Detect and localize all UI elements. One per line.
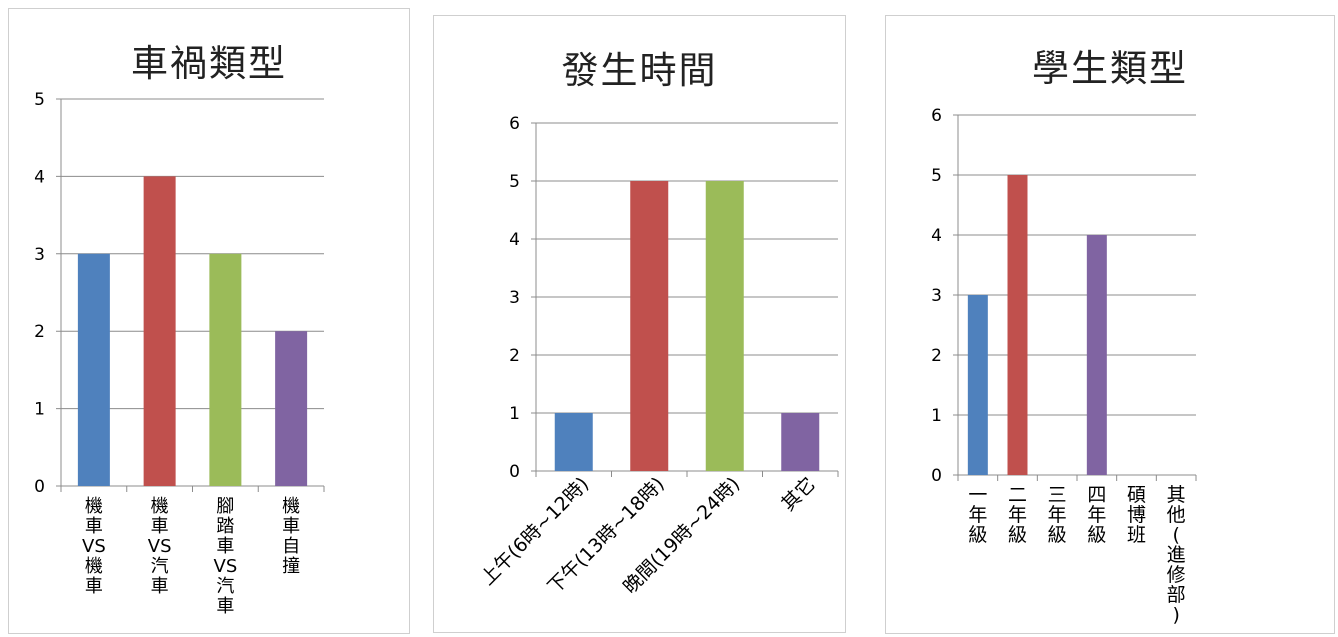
y-tick-label: 4: [34, 167, 45, 187]
y-tick-label: 0: [931, 466, 942, 486]
y-tick-label: 4: [931, 226, 942, 246]
x-tick-label: 機車 VS 汽車: [148, 496, 172, 597]
x-tick-label: 腳踏車 VS 汽車: [214, 496, 238, 617]
chart-title: 學生類型: [1032, 47, 1188, 90]
y-tick-label: 1: [34, 400, 45, 420]
x-tick-label: 其他(進修部): [1167, 484, 1186, 626]
chart-svg: 0 1 2 3 4 5 6 一年級 二年級 三年級 四年級 碩博班 其他(進修部): [931, 106, 1197, 626]
bar: [781, 413, 820, 471]
y-tick-label: 3: [509, 288, 520, 308]
y-tick-label: 3: [931, 286, 942, 306]
bar: [77, 253, 110, 486]
y-tick-label: 6: [509, 114, 520, 134]
bar: [275, 331, 308, 486]
x-tick-label: 二年級: [1008, 484, 1027, 546]
chart-title: 發生時間: [561, 49, 718, 92]
y-tick-label: 0: [509, 462, 520, 482]
y-tick-label: 3: [34, 245, 45, 265]
y-tick-label: 2: [931, 346, 942, 366]
x-tick-label: 機車自撞: [282, 496, 300, 577]
bar: [1007, 175, 1028, 475]
x-tick-label: 其它: [777, 473, 819, 515]
x-tick-label: 三年級: [1048, 484, 1067, 546]
y-tick-label: 5: [34, 90, 45, 110]
y-tick-label: 4: [509, 230, 520, 250]
y-tick-label: 1: [509, 404, 520, 424]
y-tick-label: 2: [509, 346, 520, 366]
chart-svg: 0 1 2 3 4 5 機車 VS 機車 機車 VS 汽車 腳踏車 VS 汽車 機車自撞: [34, 90, 325, 617]
y-tick-label: 5: [931, 166, 942, 186]
bar: [209, 253, 242, 486]
x-tick-label: 碩博班: [1127, 484, 1146, 546]
chart-panel-accident-type: 車禍類型 0 1 2 3 4 5 機車 VS 機車 機車 VS 汽車 腳踏車 VS 汽車 機車自撞: [8, 8, 410, 634]
chart-title: 車禍類型: [131, 42, 287, 85]
y-tick-label: 6: [931, 106, 942, 126]
chart-panel-time-of-occurrence: 發生時間 0 1 2 3 4 5 6 上午(6時~12時) 下午(13時~18時) 晚間(19時~…: [433, 15, 846, 633]
bar: [630, 181, 669, 471]
x-tick-label: 一年級: [968, 484, 987, 546]
x-tick-label: 機車 VS 機車: [82, 496, 106, 597]
y-tick-label: 0: [34, 477, 45, 497]
bar: [143, 176, 176, 486]
y-tick-label: 1: [931, 406, 942, 426]
chart-panel-student-type: 學生類型 0 1 2 3 4 5 6 一年級 二年級 三年級 四年級 碩博班 其他(進修部): [885, 15, 1335, 634]
bar: [967, 295, 988, 475]
y-tick-label: 2: [34, 322, 45, 342]
y-tick-label: 5: [509, 172, 520, 192]
x-tick-label: 四年級: [1087, 484, 1106, 546]
bar: [554, 413, 593, 471]
bar: [705, 181, 744, 471]
bar: [1086, 235, 1107, 475]
